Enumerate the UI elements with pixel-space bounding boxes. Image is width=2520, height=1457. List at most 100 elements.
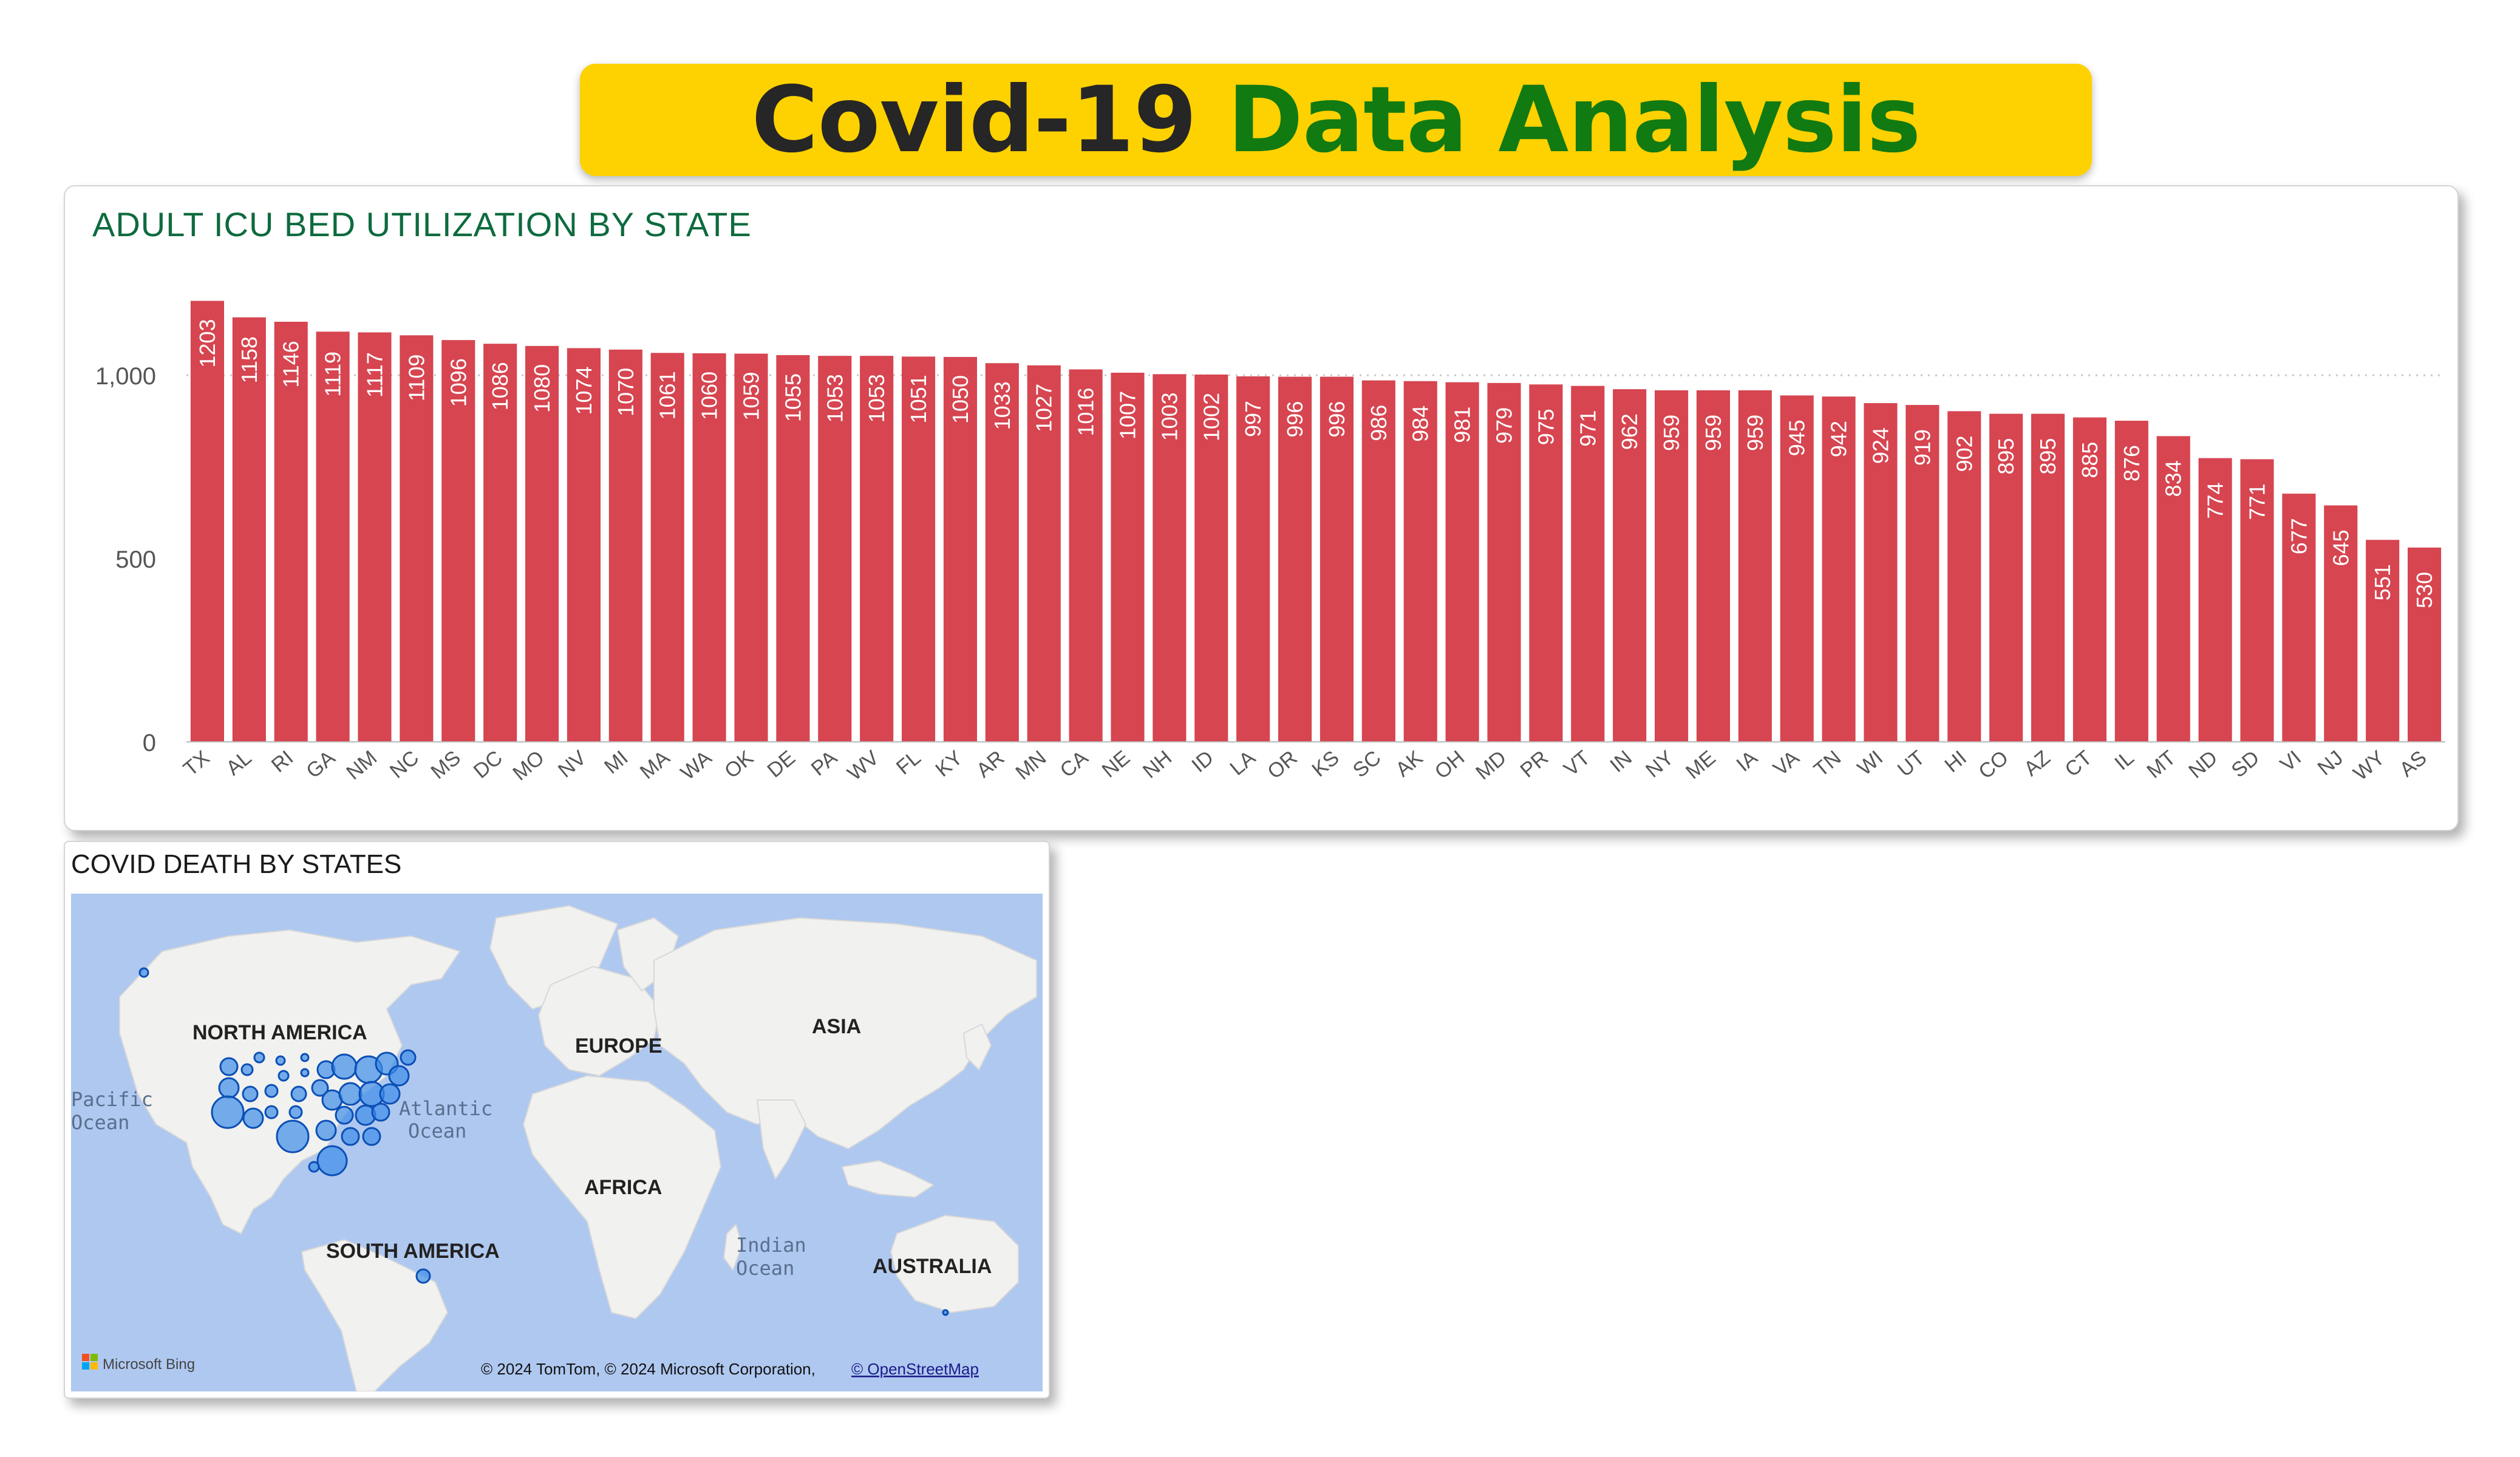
- bar-nh[interactable]: [1153, 374, 1187, 742]
- bubble-texas[interactable]: [276, 1119, 310, 1153]
- bubble[interactable]: [300, 1068, 310, 1078]
- bar-or[interactable]: [1278, 376, 1312, 742]
- icu-bar-chart[interactable]: 0 500 1,000 1203 TX 1158 AL 1146 RI 1119 GA 1117 NM 1…: [65, 186, 2457, 830]
- bar-al[interactable]: [232, 317, 266, 742]
- bar-nv[interactable]: [567, 348, 601, 742]
- bubble-florida[interactable]: [316, 1145, 348, 1177]
- bar-vi[interactable]: [2282, 494, 2316, 742]
- bar-la[interactable]: [1236, 376, 1270, 742]
- bar-az[interactable]: [2031, 413, 2065, 742]
- bar-ar[interactable]: [985, 363, 1019, 742]
- map-svg[interactable]: NORTH AMERICA EUROPE ASIA AFRICA SOUTH A…: [71, 894, 1043, 1391]
- bar-nm[interactable]: [358, 332, 392, 742]
- bar-wv[interactable]: [860, 356, 894, 742]
- bar-me[interactable]: [1696, 390, 1730, 742]
- bubble[interactable]: [400, 1049, 417, 1066]
- bar-wy[interactable]: [2366, 540, 2400, 742]
- bubble-australia[interactable]: [942, 1309, 949, 1316]
- bubble[interactable]: [315, 1119, 337, 1141]
- bar-mt[interactable]: [2156, 436, 2190, 742]
- bar-ne[interactable]: [1111, 372, 1145, 742]
- bar-nj[interactable]: [2324, 505, 2358, 742]
- data-label: 774: [2203, 483, 2228, 519]
- bubble[interactable]: [338, 1082, 363, 1106]
- bar-ky[interactable]: [943, 356, 977, 742]
- bar-hi[interactable]: [1947, 411, 1981, 742]
- bar-wi[interactable]: [1864, 403, 1898, 742]
- bar-va[interactable]: [1780, 395, 1814, 742]
- bubble[interactable]: [371, 1102, 390, 1122]
- bubble[interactable]: [331, 1053, 358, 1080]
- bar-sc[interactable]: [1361, 380, 1395, 742]
- x-tick-label: IN: [1606, 746, 1636, 777]
- bar-nd[interactable]: [2198, 458, 2232, 742]
- bar-ma[interactable]: [650, 353, 684, 742]
- bar-de[interactable]: [776, 355, 810, 742]
- attribution-link[interactable]: © OpenStreetMap: [851, 1360, 979, 1378]
- bar-vt[interactable]: [1571, 385, 1605, 742]
- bubble[interactable]: [311, 1079, 329, 1097]
- bar-ak[interactable]: [1403, 381, 1437, 742]
- bubble[interactable]: [379, 1083, 401, 1105]
- bar-fl[interactable]: [902, 356, 936, 742]
- bar-dc[interactable]: [483, 344, 517, 742]
- bar-wa[interactable]: [692, 353, 726, 742]
- bubble[interactable]: [278, 1070, 290, 1082]
- bubble[interactable]: [300, 1053, 310, 1062]
- bubble[interactable]: [275, 1055, 286, 1066]
- bar-as[interactable]: [2408, 547, 2442, 742]
- icu-chart-card[interactable]: ADULT ICU BED UTILIZATION BY STATE 0 500 1…: [64, 185, 2459, 831]
- bubble[interactable]: [218, 1077, 240, 1099]
- bubble-alaska[interactable]: [138, 967, 149, 978]
- bar-nc[interactable]: [400, 335, 434, 742]
- bubble-california[interactable]: [211, 1095, 245, 1129]
- bar-ut[interactable]: [1905, 405, 1939, 742]
- bubble[interactable]: [242, 1085, 259, 1102]
- bubble[interactable]: [335, 1105, 354, 1125]
- bar-sd[interactable]: [2240, 459, 2274, 742]
- bubble[interactable]: [242, 1107, 264, 1129]
- bar-tn[interactable]: [1822, 396, 1856, 742]
- bar-mn[interactable]: [1027, 365, 1061, 742]
- bar-ia[interactable]: [1738, 390, 1772, 742]
- bubble[interactable]: [240, 1063, 254, 1076]
- land-madagascar: [723, 1223, 743, 1272]
- bar-ok[interactable]: [734, 353, 768, 742]
- bar-ct[interactable]: [2072, 417, 2106, 742]
- bubble-south-america[interactable]: [415, 1268, 431, 1284]
- bubble[interactable]: [253, 1051, 265, 1064]
- bubble[interactable]: [288, 1105, 303, 1119]
- bar-ms[interactable]: [441, 340, 475, 742]
- bubble[interactable]: [388, 1065, 410, 1087]
- bar-oh[interactable]: [1445, 382, 1479, 742]
- bar-tx[interactable]: [190, 301, 224, 742]
- bubble[interactable]: [264, 1105, 279, 1119]
- bubble[interactable]: [290, 1085, 307, 1102]
- bar-pr[interactable]: [1529, 384, 1563, 742]
- x-tick-label: NM: [342, 746, 381, 784]
- bubble[interactable]: [362, 1127, 381, 1146]
- bar-mo[interactable]: [525, 345, 559, 742]
- bar-md[interactable]: [1487, 382, 1521, 742]
- bar-in[interactable]: [1613, 389, 1647, 742]
- bar-pa[interactable]: [818, 356, 852, 742]
- data-label: 1007: [1115, 391, 1140, 440]
- bar-ga[interactable]: [316, 331, 350, 742]
- bar-ca[interactable]: [1069, 369, 1103, 742]
- bar-ks[interactable]: [1320, 376, 1354, 742]
- bar-il[interactable]: [2114, 421, 2148, 742]
- bubble[interactable]: [219, 1057, 239, 1076]
- bar-ny[interactable]: [1655, 390, 1689, 742]
- bubble[interactable]: [308, 1161, 320, 1173]
- bar-ri[interactable]: [274, 321, 308, 742]
- death-bubbles[interactable]: [138, 967, 949, 1316]
- bar-id[interactable]: [1194, 374, 1228, 742]
- bubble[interactable]: [264, 1084, 279, 1098]
- map-card[interactable]: COVID DEATH BY STATES: [64, 841, 1050, 1399]
- bar-mi[interactable]: [608, 349, 642, 742]
- bar-co[interactable]: [1989, 413, 2023, 742]
- bubble[interactable]: [341, 1127, 360, 1146]
- world-map[interactable]: NORTH AMERICA EUROPE ASIA AFRICA SOUTH A…: [71, 894, 1043, 1391]
- x-tick-label: MN: [1011, 746, 1051, 784]
- data-label: 1158: [237, 336, 262, 383]
